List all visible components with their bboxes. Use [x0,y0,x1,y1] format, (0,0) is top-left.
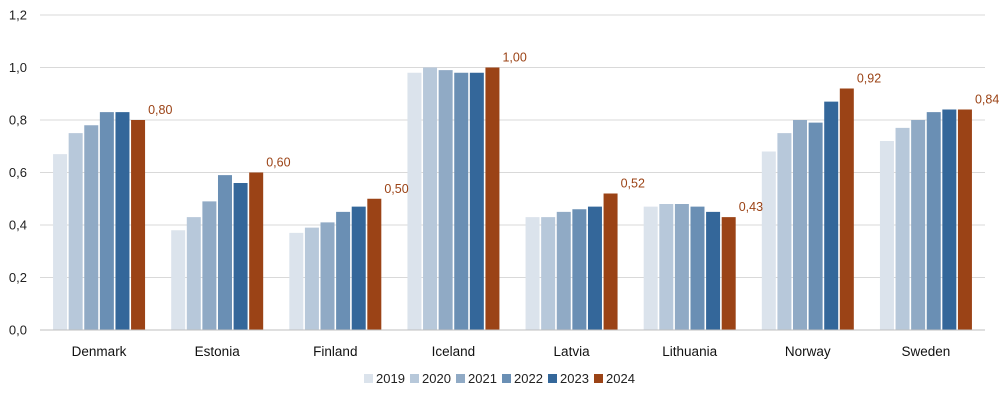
x-category-label: Sweden [902,344,951,359]
bar-2023 [351,206,366,330]
legend-label: 2023 [560,371,589,386]
bar-2024 [485,67,500,330]
data-label: 0,60 [266,156,290,170]
data-labels: 0,80 0,60 0,50 1,00 0,52 0,43 0,92 0,84 [148,51,999,215]
bar-2020 [659,204,674,330]
x-category-label: Finland [313,344,357,359]
bar-2022 [690,206,705,330]
bar-2022 [454,72,469,330]
legend-swatch [364,374,373,383]
bar-2019 [53,154,68,330]
bar-2021 [438,70,453,330]
bar-2020 [186,217,201,330]
bar-2024 [367,198,382,330]
y-tick-label: 0,2 [9,270,27,285]
bar-2024 [839,88,854,330]
bar-2021 [793,120,808,330]
x-category-label: Denmark [72,344,127,359]
x-category-label: Norway [785,344,831,359]
legend-swatch [410,374,419,383]
bar-2019 [407,72,422,330]
bar-2019 [643,206,658,330]
bar-2021 [84,125,99,330]
y-tick-label: 1,0 [9,60,27,75]
bar-2021 [556,211,571,330]
bar-2020 [423,67,438,330]
bar-2023 [469,72,484,330]
bar-2020 [68,133,83,330]
x-category-label: Latvia [554,344,591,359]
bar-2021 [202,201,217,330]
bar-2019 [289,232,304,330]
legend-swatch [594,374,603,383]
bar-2023 [824,101,839,330]
bar-2024 [603,193,618,330]
legend-swatch [502,374,511,383]
bar-2019 [525,217,540,330]
bar-2023 [233,183,248,330]
bar-2024 [721,217,736,330]
bar-2019 [879,141,894,330]
bars [53,67,972,330]
bar-2024 [249,172,264,330]
legend-label: 2024 [606,371,635,386]
legend: 2019 2020 2021 2022 2023 2024 [364,371,635,386]
bar-2019 [171,230,186,330]
y-tick-label: 0,0 [9,323,27,338]
x-category-label: Iceland [432,344,476,359]
axes: 0,0 0,2 0,4 0,6 0,8 1,0 1,2 Denmark Estonia Finla… [9,8,985,359]
bar-2022 [217,175,232,330]
bar-2020 [541,217,556,330]
bar-2022 [808,122,823,330]
data-label: 0,43 [739,200,763,214]
legend-swatch [456,374,465,383]
legend-label: 2021 [468,371,497,386]
data-label: 0,52 [621,177,645,191]
bar-2020 [895,127,910,330]
data-label: 0,92 [857,72,881,86]
bar-2024 [131,120,146,330]
legend-label: 2019 [376,371,405,386]
legend-swatch [548,374,557,383]
bar-2022 [99,112,114,330]
bar-2019 [761,151,776,330]
bar-2021 [674,204,689,330]
bar-2023 [706,211,721,330]
x-category-label: Lithuania [662,344,717,359]
legend-label: 2020 [422,371,451,386]
y-tick-label: 1,2 [9,8,27,23]
bar-2021 [911,120,926,330]
y-tick-label: 0,8 [9,113,27,128]
bar-2021 [320,222,335,330]
y-tick-label: 0,6 [9,165,27,180]
bar-2022 [572,209,587,330]
data-label: 0,84 [975,93,999,107]
legend-label: 2022 [514,371,543,386]
bar-2022 [336,211,351,330]
bar-2020 [304,227,319,330]
bar-2024 [957,109,972,330]
bar-2020 [777,133,792,330]
data-label: 0,80 [148,103,172,117]
bar-2023 [942,109,957,330]
bar-2022 [926,112,941,330]
bar-2023 [587,206,602,330]
bar-2023 [115,112,130,330]
data-label: 0,50 [384,182,408,196]
y-tick-label: 0,4 [9,218,27,233]
x-category-label: Estonia [195,344,241,359]
data-label: 1,00 [502,51,526,65]
